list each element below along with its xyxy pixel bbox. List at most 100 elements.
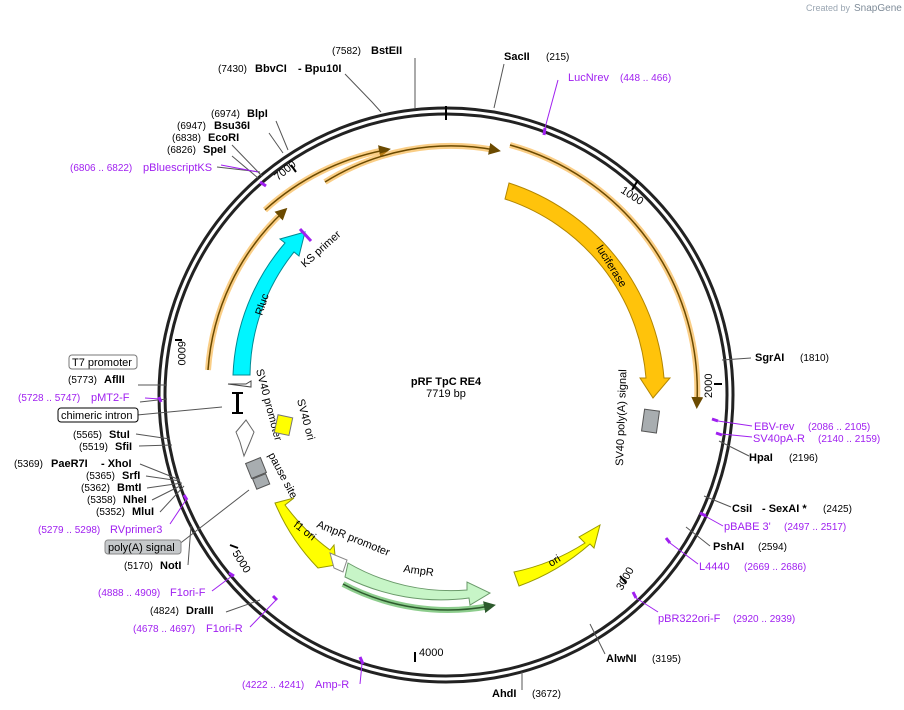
pause-site-label: pause site — [265, 451, 299, 501]
polya-signal-box[interactable] — [104, 539, 182, 555]
enzyme-bbvCI-name[interactable]: BbvCI — [255, 63, 287, 75]
orange-arc-arrows — [205, 142, 704, 409]
enzyme-hpaI-name[interactable]: HpaI — [749, 452, 773, 464]
plasmid-size: 7719 bp — [426, 388, 466, 400]
enzyme-sacII-name[interactable]: SacII — [504, 51, 530, 63]
enzyme-stuI-pos: (5565) — [73, 430, 102, 441]
sv40-ori-label: SV40 ori — [294, 398, 317, 442]
sv40-polya-feature[interactable] — [640, 408, 661, 434]
intron-cap-top — [232, 392, 243, 394]
enzyme-xhoI-name[interactable]: - XhoI — [101, 458, 132, 470]
primer-leaders — [144, 79, 753, 685]
luciferase-feature[interactable] — [504, 182, 672, 399]
enzyme-notI-pos: (5170) — [124, 561, 153, 572]
sv40-ori-feature[interactable] — [273, 414, 294, 437]
enzyme-draIII-pos: (4824) — [150, 606, 179, 617]
ampr-feature[interactable] — [344, 562, 492, 606]
enzyme-blpI-pos: (6974) — [211, 109, 240, 120]
enzyme-ahdI-name[interactable]: AhdI — [492, 688, 516, 700]
enzyme-csiI-name[interactable]: CsiI — [732, 503, 752, 515]
ampr-label: AmpR — [403, 563, 435, 579]
primer-marks — [157, 127, 723, 665]
enzyme-mluI-name[interactable]: MluI — [132, 506, 154, 518]
primer-f1oriF-range: (4888 .. 4909) — [98, 588, 160, 599]
polya-signal-label: poly(A) signal — [108, 542, 175, 554]
enzyme-leaders — [135, 58, 752, 690]
chimeric-intron-feature[interactable] — [236, 392, 239, 414]
enzyme-paeR7I-name[interactable]: PaeR7I — [51, 458, 88, 470]
enzyme-bmtI-name[interactable]: BmtI — [117, 482, 141, 494]
enzyme-sgrAI-name[interactable]: SgrAI — [755, 352, 784, 364]
polya-signal-feature[interactable] — [251, 473, 271, 490]
enzyme-bpu10I-name[interactable]: - Bpu10I — [298, 63, 341, 75]
enzyme-aflII-name[interactable]: AflII — [104, 374, 125, 386]
primer-ebvRev-name[interactable]: EBV-rev — [754, 421, 795, 433]
t7-promoter-label: T7 promoter — [72, 357, 132, 369]
enzyme-stuI-name[interactable]: StuI — [109, 429, 130, 441]
enzyme-bstEII-name[interactable]: BstEII — [371, 45, 402, 57]
enzyme-speI-name[interactable]: SpeI — [203, 144, 226, 156]
primer-l4440-name[interactable]: L4440 — [699, 561, 730, 573]
enzyme-srfI-name[interactable]: SrfI — [122, 470, 140, 482]
enzyme-nheI-name[interactable]: NheI — [123, 494, 147, 506]
pause-site-feature[interactable] — [244, 456, 268, 480]
enzyme-nheI-pos: (5358) — [87, 495, 116, 506]
enzyme-sgrAI-pos: (1810) — [800, 353, 829, 364]
enzyme-alwNI-name[interactable]: AlwNI — [606, 653, 637, 665]
primer-pBR322ori-name[interactable]: pBR322ori-F — [658, 613, 721, 625]
primer-pBABE3-name[interactable]: pBABE 3' — [724, 521, 771, 533]
enzyme-draIII-name[interactable]: DraIII — [186, 605, 214, 617]
enzyme-ecoRI-pos: (6838) — [172, 133, 201, 144]
primer-f1oriF-name[interactable]: F1ori-F — [170, 587, 206, 599]
tick-5000: 5000 — [229, 548, 252, 575]
primer-sv40pA-name[interactable]: SV40pA-R — [753, 433, 805, 445]
enzyme-blpI-name[interactable]: BlpI — [247, 108, 268, 120]
enzyme-ecoRI-name[interactable]: EcoRI — [208, 132, 239, 144]
enzyme-bstEII-pos: (7582) — [332, 46, 361, 57]
rluc-feature[interactable] — [232, 231, 306, 376]
tick-4000: 4000 — [419, 647, 443, 659]
tick-3000: 3000 — [614, 565, 637, 592]
enzyme-hpaI-pos: (2196) — [789, 453, 818, 464]
enzyme-sfiI-name[interactable]: SfiI — [115, 441, 132, 453]
ori-label: ori — [546, 553, 563, 570]
sv40-promoter-feature[interactable] — [235, 419, 255, 458]
enzyme-sexAI-name[interactable]: - SexAI * — [762, 503, 807, 515]
primer-pBR322ori-range: (2920 .. 2939) — [733, 614, 795, 625]
primer-pMT2F-name[interactable]: pMT2-F — [91, 392, 130, 404]
enzyme-srfI-pos: (5365) — [86, 471, 115, 482]
f1-ori-feature[interactable] — [274, 497, 337, 569]
boxed-labels: T7 promoter chimeric intron poly(A) sign… — [57, 354, 182, 555]
enzyme-bsu36I-name[interactable]: Bsu36I — [214, 120, 250, 132]
tick-1000: 1000 — [618, 184, 645, 207]
enzyme-pshAI-name[interactable]: PshAI — [713, 541, 744, 553]
primer-lucNrev-name[interactable]: LucNrev — [568, 72, 609, 84]
enzyme-ahdI-pos: (3672) — [532, 689, 561, 700]
t7-promoter-box[interactable] — [68, 354, 138, 370]
chimeric-intron-box[interactable] — [57, 407, 139, 423]
primer-sv40pA-range: (2140 .. 2159) — [818, 434, 880, 445]
chimeric-intron-label: chimeric intron — [61, 410, 133, 422]
primer-pBABE3-range: (2497 .. 2517) — [784, 522, 846, 533]
ori-feature[interactable] — [513, 523, 601, 587]
sv40-polya-label: SV40 poly(A) signal — [614, 369, 629, 466]
enzyme-notI-name[interactable]: NotI — [160, 560, 181, 572]
tick-labels: 1000 2000 3000 4000 5000 6000 7000 — [175, 158, 715, 659]
enzyme-aflII-pos: (5773) — [68, 375, 97, 386]
primer-l4440-range: (2669 .. 2686) — [744, 562, 806, 573]
created-by-text: Created by — [806, 3, 851, 13]
t7-promoter-feature[interactable] — [227, 380, 252, 388]
ampr-promoter-feature[interactable] — [329, 552, 348, 573]
primer-ampR-name[interactable]: Amp-R — [315, 679, 349, 691]
enzyme-alwNI-pos: (3195) — [652, 654, 681, 665]
enzyme-labels: (7582) BstEII (7430) BbvCI - Bpu10I SacI… — [14, 45, 852, 700]
snapgene-brand: SnapGene — [854, 3, 902, 14]
primer-f1oriR-name[interactable]: F1ori-R — [206, 623, 243, 635]
tick-2000: 2000 — [703, 374, 715, 398]
enzyme-csiI-pos: (2425) — [823, 504, 852, 515]
primer-pBluescriptKS-name[interactable]: pBluescriptKS — [143, 162, 212, 174]
enzyme-sfiI-pos: (5519) — [79, 442, 108, 453]
primer-rvprimer3-name[interactable]: RVprimer3 — [110, 524, 162, 536]
